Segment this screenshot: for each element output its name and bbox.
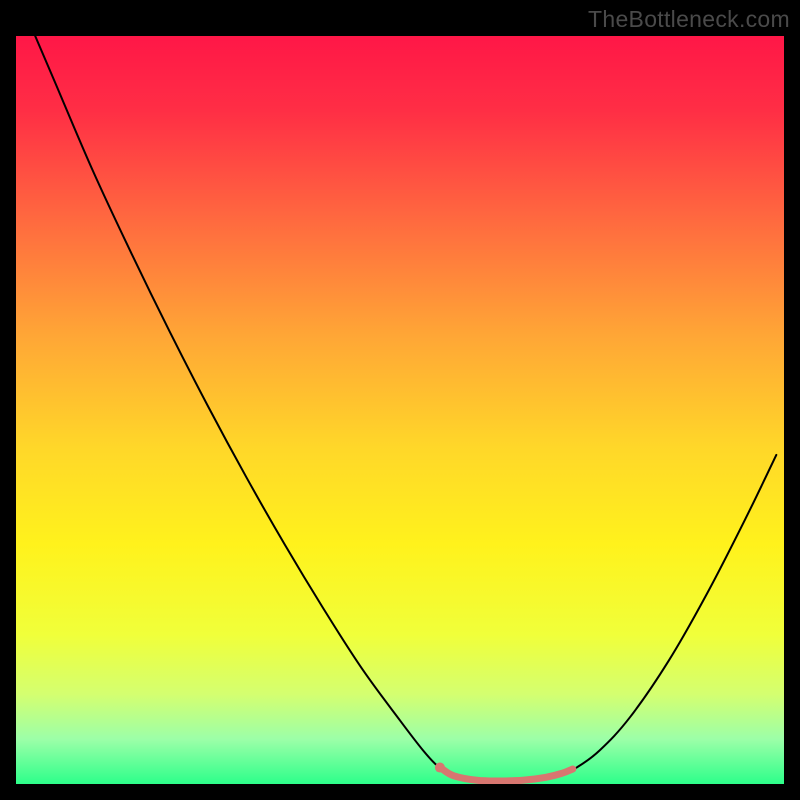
watermark-text: TheBottleneck.com (588, 6, 790, 33)
bottleneck-chart (16, 36, 784, 784)
chart-container: TheBottleneck.com (0, 0, 800, 800)
chart-background (16, 36, 784, 784)
highlight-start-dot (435, 763, 445, 773)
chart-area (16, 36, 784, 784)
